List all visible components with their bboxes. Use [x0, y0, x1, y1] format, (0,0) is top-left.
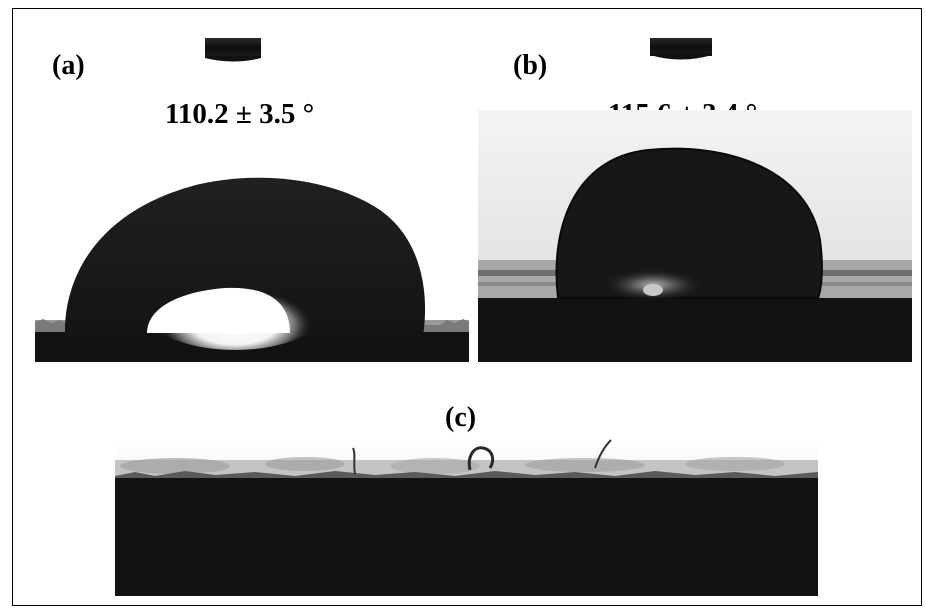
panel-label-c: (c) — [445, 402, 477, 433]
figure-frame — [12, 8, 922, 606]
syringe-needle-b — [650, 38, 712, 62]
syringe-needle-a — [205, 38, 261, 64]
surface-image-c — [115, 438, 818, 596]
contact-angle-a: 110.2 ± 3.5 ° — [165, 98, 315, 130]
panel-label-a: (a) — [52, 50, 85, 81]
droplet-image-a — [35, 170, 469, 362]
droplet-image-b — [478, 110, 912, 362]
panel-label-b: (b) — [513, 50, 548, 81]
